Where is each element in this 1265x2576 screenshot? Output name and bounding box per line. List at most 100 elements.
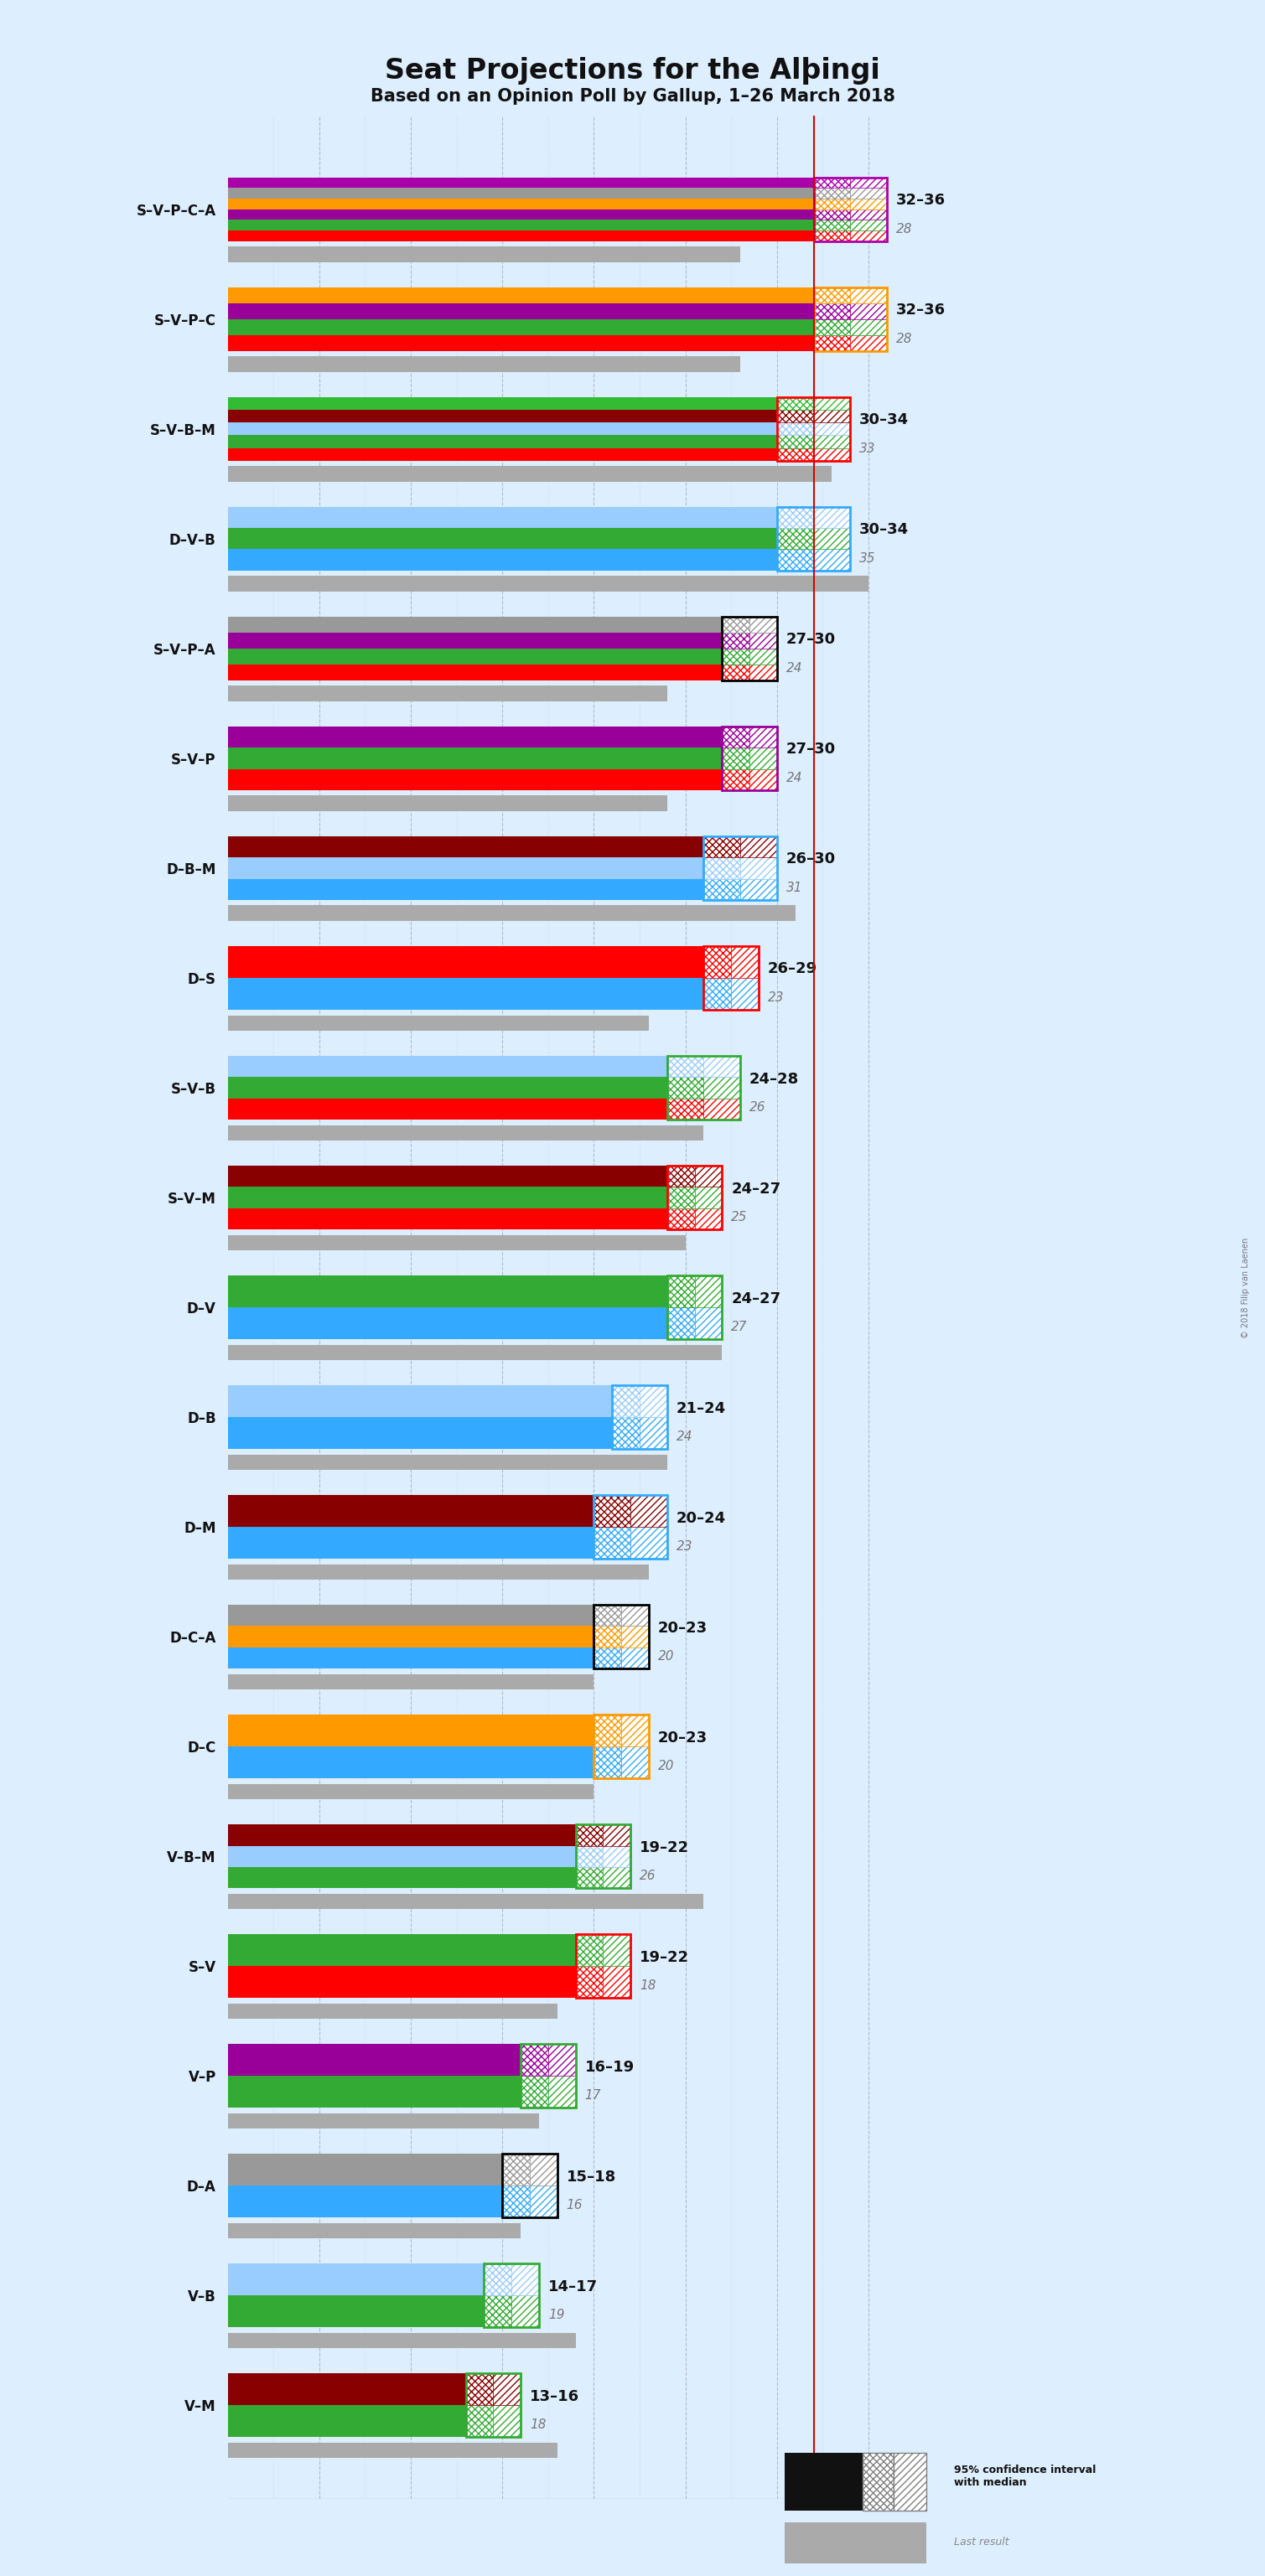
Bar (228, 685, 667, 701)
Bar (694, 1208, 722, 1229)
Bar (813, 422, 850, 435)
Bar (703, 1097, 740, 1121)
Bar (621, 1716, 649, 1747)
Bar (603, 1935, 630, 1965)
Bar (813, 435, 850, 448)
Bar (228, 665, 722, 680)
Text: 20–23: 20–23 (658, 1731, 707, 1747)
Text: 24: 24 (786, 662, 802, 675)
Bar (576, 1935, 630, 1999)
Bar (612, 1386, 640, 1417)
Bar (228, 2372, 466, 2406)
Bar (784, 2522, 926, 2563)
Text: 18: 18 (530, 2419, 546, 2432)
Bar (493, 2406, 521, 2437)
Bar (228, 209, 813, 219)
Bar (593, 1716, 649, 1777)
Bar (228, 858, 703, 878)
Bar (813, 178, 850, 188)
Bar (722, 665, 749, 680)
Bar (813, 229, 850, 242)
Bar (749, 649, 777, 665)
Bar (813, 410, 850, 422)
Bar (228, 1386, 612, 1417)
Bar (228, 188, 813, 198)
Bar (228, 319, 813, 335)
Bar (731, 979, 759, 1010)
Bar (621, 1747, 649, 1777)
Text: 17: 17 (584, 2089, 601, 2102)
Bar (228, 1605, 593, 1625)
Bar (228, 945, 703, 979)
Bar (228, 1868, 576, 1888)
Bar (722, 649, 749, 665)
Text: 19: 19 (548, 2308, 564, 2321)
Bar (667, 1097, 703, 1121)
Bar (228, 1716, 593, 1747)
Bar (813, 528, 850, 549)
Bar (667, 1309, 694, 1340)
Bar (228, 410, 777, 422)
Bar (777, 422, 813, 435)
Bar (703, 878, 740, 899)
Text: 95% confidence interval
with median: 95% confidence interval with median (954, 2465, 1097, 2488)
Text: 28: 28 (896, 222, 912, 234)
Bar (593, 1605, 621, 1625)
Bar (228, 2264, 484, 2295)
Bar (228, 247, 740, 263)
Text: 27–30: 27–30 (786, 742, 836, 757)
Bar (813, 188, 850, 198)
Bar (740, 878, 777, 899)
Bar (694, 1167, 722, 1188)
Text: 20–24: 20–24 (677, 1510, 726, 1525)
Bar (722, 747, 749, 768)
Text: 33: 33 (859, 443, 875, 456)
Text: Last result: Last result (954, 2537, 1009, 2548)
Bar (228, 1893, 703, 1909)
Bar (667, 1056, 740, 1121)
Bar (667, 1056, 703, 1077)
Text: 24–27: 24–27 (731, 1182, 781, 1195)
Bar (228, 1345, 722, 1360)
Bar (621, 1605, 649, 1625)
Text: 26: 26 (749, 1100, 765, 1113)
Bar (593, 1605, 649, 1669)
Bar (777, 549, 813, 569)
Bar (228, 2295, 484, 2329)
Bar (228, 837, 703, 858)
Bar (593, 1649, 621, 1669)
Bar (893, 2452, 926, 2512)
Bar (703, 837, 740, 858)
Text: 26: 26 (640, 1870, 657, 1883)
Bar (228, 2112, 539, 2128)
Bar (749, 747, 777, 768)
Bar (740, 858, 777, 878)
Bar (228, 726, 722, 747)
Bar (548, 2076, 576, 2107)
Bar (228, 878, 703, 899)
Bar (813, 286, 850, 304)
Bar (813, 178, 887, 242)
Text: 31: 31 (786, 881, 802, 894)
Bar (228, 1056, 667, 1077)
Bar (228, 1824, 576, 1847)
Bar (228, 634, 722, 649)
Text: 28: 28 (896, 332, 912, 345)
Bar (493, 2372, 521, 2406)
Bar (593, 1528, 630, 1558)
Bar (511, 2264, 539, 2295)
Bar (603, 1847, 630, 1868)
Bar (850, 209, 887, 219)
Bar (813, 397, 850, 410)
Bar (813, 198, 850, 209)
Bar (228, 1097, 667, 1121)
Bar (749, 768, 777, 791)
Text: 14–17: 14–17 (548, 2280, 597, 2295)
Bar (694, 1188, 722, 1208)
Bar (813, 219, 850, 229)
Text: 24–28: 24–28 (749, 1072, 799, 1087)
Bar (228, 1935, 576, 1965)
Bar (777, 397, 813, 410)
Bar (667, 1275, 694, 1309)
Text: 24: 24 (786, 773, 802, 783)
